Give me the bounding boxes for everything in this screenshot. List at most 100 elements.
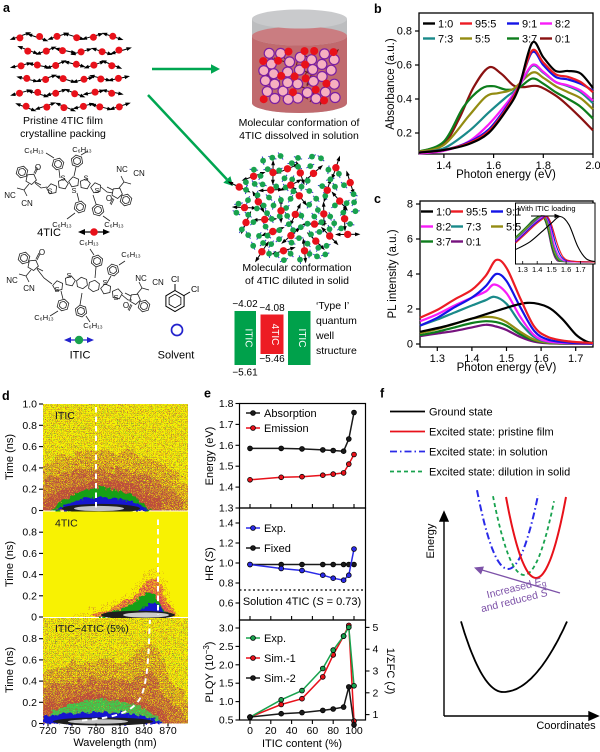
- svg-text:c: c: [374, 192, 381, 206]
- svg-text:‘Type I’: ‘Type I’: [316, 300, 349, 312]
- svg-text:0.8: 0.8: [22, 527, 37, 539]
- svg-text:95:5: 95:5: [475, 18, 496, 30]
- svg-text:810: 810: [111, 725, 129, 737]
- svg-text:2.5: 2.5: [219, 641, 234, 653]
- svg-text:0.4: 0.4: [22, 676, 37, 688]
- svg-text:2.0: 2.0: [585, 160, 600, 172]
- svg-text:0: 0: [31, 505, 37, 517]
- svg-text:PLQY (10−3): PLQY (10−3): [202, 642, 217, 703]
- svg-text:4TIC: 4TIC: [37, 227, 61, 239]
- svg-text:−5.61: −5.61: [232, 368, 258, 379]
- svg-text:2.0: 2.0: [219, 659, 234, 671]
- svg-text:Absorbance (a.u.): Absorbance (a.u.): [385, 38, 397, 130]
- svg-text:NC: NC: [135, 274, 147, 283]
- svg-text:Photon energy (eV): Photon energy (eV): [456, 169, 556, 181]
- svg-text:Pristine 4TIC film: Pristine 4TIC film: [23, 115, 103, 127]
- svg-text:S: S: [60, 174, 65, 183]
- svg-text:4TIC dissolved in solution: 4TIC dissolved in solution: [239, 130, 359, 142]
- svg-text:6: 6: [407, 234, 413, 246]
- svg-text:750: 750: [63, 725, 81, 737]
- svg-text:1.8: 1.8: [219, 398, 234, 410]
- svg-text:4TIC: 4TIC: [269, 324, 280, 346]
- svg-text:5: 5: [373, 622, 379, 634]
- svg-text:Exp.: Exp.: [264, 633, 286, 645]
- svg-text:d: d: [2, 389, 10, 403]
- svg-text:With ITIC loading: With ITIC loading: [518, 204, 576, 213]
- svg-text:5:5: 5:5: [475, 33, 490, 45]
- svg-text:C₆H₁₃: C₆H₁₃: [72, 145, 91, 154]
- svg-text:0.6: 0.6: [22, 441, 37, 453]
- svg-text:Time (ns): Time (ns): [4, 541, 16, 587]
- svg-text:Fixed: Fixed: [264, 543, 291, 555]
- svg-text:Excited state: in solution: Excited state: in solution: [429, 446, 548, 458]
- svg-text:−4.02: −4.02: [232, 299, 258, 310]
- svg-text:1.4: 1.4: [436, 160, 451, 172]
- svg-text:0.4: 0.4: [22, 462, 37, 474]
- svg-text:5:5: 5:5: [506, 221, 521, 233]
- svg-text:HR (S): HR (S): [204, 547, 216, 581]
- svg-text:9:1: 9:1: [522, 18, 537, 30]
- svg-text:1.5: 1.5: [219, 678, 234, 690]
- svg-text:4TIC: 4TIC: [55, 518, 78, 530]
- svg-text:2: 2: [407, 304, 413, 316]
- svg-text:4: 4: [373, 644, 379, 656]
- svg-text:a: a: [3, 1, 11, 15]
- svg-text:NC: NC: [6, 276, 18, 285]
- svg-text:1.5: 1.5: [219, 461, 234, 473]
- svg-text:8: 8: [407, 199, 413, 211]
- svg-text:0: 0: [407, 339, 413, 351]
- svg-text:C₆H₁₃: C₆H₁₃: [121, 250, 140, 259]
- svg-text:0: 0: [247, 725, 253, 737]
- svg-text:0.2: 0.2: [397, 128, 412, 140]
- svg-text:−5.46: −5.46: [259, 354, 285, 365]
- svg-text:of 4TIC diluted in solid: of 4TIC diluted in solid: [245, 275, 349, 287]
- svg-text:0:1: 0:1: [555, 33, 570, 45]
- svg-text:C₆H₁₃: C₆H₁₃: [83, 321, 102, 330]
- svg-text:100: 100: [345, 725, 363, 737]
- svg-text:Energy: Energy: [425, 523, 437, 558]
- svg-text:S: S: [102, 278, 107, 287]
- svg-text:NC: NC: [4, 191, 16, 200]
- svg-text:Excited state: pristine film: Excited state: pristine film: [429, 426, 554, 438]
- svg-text:CN: CN: [152, 278, 164, 287]
- svg-text:1.6: 1.6: [561, 265, 571, 274]
- svg-text:Molecular conformation of: Molecular conformation of: [239, 117, 360, 129]
- svg-text:Cl: Cl: [171, 274, 179, 284]
- svg-text:0.4: 0.4: [397, 94, 412, 106]
- svg-text:CN: CN: [133, 169, 145, 178]
- svg-text:Ground state: Ground state: [429, 406, 493, 418]
- svg-text:1/ΣFC (J): 1/ΣFC (J): [384, 648, 396, 695]
- svg-text:ITIC: ITIC: [296, 329, 307, 348]
- svg-text:0.6: 0.6: [397, 60, 412, 72]
- svg-text:1:0: 1:0: [436, 206, 451, 218]
- svg-text:C₆H₁₃: C₆H₁₃: [104, 220, 123, 229]
- svg-text:20: 20: [265, 725, 277, 737]
- svg-text:Absorption: Absorption: [264, 408, 317, 420]
- svg-text:O: O: [39, 248, 45, 257]
- svg-text:840: 840: [135, 725, 153, 737]
- svg-text:2: 2: [373, 687, 379, 699]
- svg-text:4: 4: [407, 269, 413, 281]
- svg-text:1.7: 1.7: [219, 419, 234, 431]
- svg-text:Energy (eV): Energy (eV): [204, 427, 216, 486]
- svg-text:1.3: 1.3: [430, 353, 445, 365]
- svg-text:Cl: Cl: [191, 284, 199, 294]
- svg-text:0.8: 0.8: [219, 578, 234, 590]
- svg-text:S: S: [66, 271, 71, 280]
- svg-text:Time (ns): Time (ns): [4, 647, 16, 693]
- svg-text:0.6: 0.6: [219, 598, 234, 610]
- svg-text:1.7: 1.7: [575, 265, 585, 274]
- svg-text:1.5: 1.5: [546, 265, 556, 274]
- svg-text:0.2: 0.2: [22, 484, 37, 496]
- svg-text:80: 80: [327, 725, 339, 737]
- svg-text:1.6: 1.6: [533, 353, 548, 365]
- svg-text:ITIC: ITIC: [70, 350, 91, 362]
- svg-text:S: S: [83, 174, 88, 183]
- svg-text:3:7: 3:7: [522, 33, 537, 45]
- svg-text:Photon energy (eV): Photon energy (eV): [457, 362, 557, 374]
- svg-text:Sim.-2: Sim.-2: [264, 673, 296, 685]
- svg-text:Exp.: Exp.: [264, 523, 286, 535]
- svg-text:7:3: 7:3: [466, 221, 481, 233]
- svg-text:3: 3: [373, 666, 379, 678]
- svg-text:1.4: 1.4: [219, 482, 234, 494]
